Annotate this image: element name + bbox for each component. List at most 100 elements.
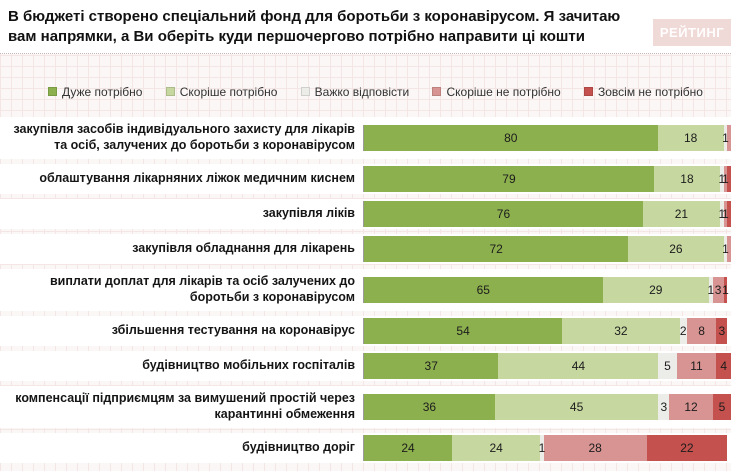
bar-segment: 65 xyxy=(364,276,603,303)
bar-segment: 26 xyxy=(628,235,724,262)
bar-segment: 1 xyxy=(722,235,729,262)
bar-row: закупівля обладнання для лікарень 72 26 1 xyxy=(0,233,731,264)
bar-value: 65 xyxy=(476,282,490,297)
legend-item-2: Скоріше потрібно xyxy=(165,84,278,99)
bar-segment: 24 xyxy=(364,434,453,461)
bar-value: 3 xyxy=(718,323,726,338)
bar-value: 5 xyxy=(718,399,726,414)
row-bars: 76 21 1 1 xyxy=(363,200,731,227)
row-category-label: облаштування лікарняних ліжок медичним к… xyxy=(39,170,355,185)
bar-value: 22 xyxy=(680,440,694,455)
bar-row: облаштування лікарняних ліжок медичним к… xyxy=(0,163,731,194)
bar-segment: 12 xyxy=(669,393,713,420)
bar-row: компенсації підприємцям за вимушений про… xyxy=(0,385,731,428)
row-category-label: збільшення тестування на коронавірус xyxy=(111,322,355,337)
bar-segment: 22 xyxy=(646,434,728,461)
bar-value: 26 xyxy=(669,241,683,256)
legend-label: Важко відповісти xyxy=(314,84,410,99)
bar-segment: 1 xyxy=(722,276,729,303)
bar-value: 21 xyxy=(674,206,689,221)
bar-segment: 36 xyxy=(364,393,495,420)
bar-segment: 72 xyxy=(364,235,629,262)
row-bars: 37 44 5 11 4 xyxy=(363,352,731,379)
bar-segment: 1 xyxy=(722,124,729,151)
bar-row: будівництво доріг 24 24 1 28 22 xyxy=(0,432,731,463)
row-category-label: закупівля ліків xyxy=(262,205,355,220)
bar-value: 1 xyxy=(722,130,729,145)
bar-value: 18 xyxy=(680,171,694,186)
bar-value: 5 xyxy=(664,358,671,373)
bar-segment: 11 xyxy=(676,352,717,379)
row-bars: 72 26 1 xyxy=(363,235,731,262)
legend-swatch-icon xyxy=(165,87,175,97)
legend-label: Зовсім не потрібно xyxy=(598,84,703,99)
bar-segment: 45 xyxy=(494,393,659,420)
rating-group-logo: РЕЙТИНГ xyxy=(653,19,731,46)
bar-value: 1 xyxy=(722,241,729,256)
legend-swatch-icon xyxy=(300,87,310,97)
legend-label: Дуже потрібно xyxy=(62,84,143,99)
page-title: В бюджеті створено спеціальний фонд для … xyxy=(8,8,621,45)
legend: Дуже потрібно Скоріше потрібно Важко відпо… xyxy=(48,84,703,100)
bar-segment: 5 xyxy=(712,393,731,420)
bar-segment: 2 xyxy=(679,317,687,344)
bar-value: 18 xyxy=(683,130,698,145)
bar-value: 24 xyxy=(489,440,503,455)
bar-segment: 79 xyxy=(364,165,654,192)
legend-item-1: Дуже потрібно xyxy=(48,85,142,99)
row-bars: 54 32 2 8 3 xyxy=(363,317,731,344)
bar-segment: 8 xyxy=(686,317,717,344)
bar-value: 4 xyxy=(720,358,728,373)
bar-value: 32 xyxy=(614,323,628,338)
bar-segment: 80 xyxy=(364,124,658,151)
bar-segment: 1 xyxy=(722,200,729,227)
legend-swatch-icon xyxy=(584,87,593,97)
bar-value: 3 xyxy=(660,399,668,414)
bar-value: 24 xyxy=(401,440,415,455)
legend-swatch-icon xyxy=(432,87,442,97)
bar-segment: 24 xyxy=(452,434,541,461)
bar-row: будівництво мобільних госпіталів 37 44 5 11 4 xyxy=(0,350,731,381)
row-bars: 36 45 3 12 5 xyxy=(363,393,731,420)
bar-segment: 29 xyxy=(602,276,709,303)
bar-value: 79 xyxy=(502,171,516,186)
legend-item-4: Скоріше не потрібно xyxy=(432,85,561,99)
bar-value: 1 xyxy=(707,282,715,297)
bar-segment xyxy=(727,165,731,192)
legend-item-5: Зовсім не потрібно xyxy=(584,85,703,99)
bar-segment: 3 xyxy=(712,276,724,303)
bar-value: 76 xyxy=(496,206,511,221)
bar-value: 1 xyxy=(722,206,729,221)
bar-segment: 5 xyxy=(658,352,677,379)
bar-value: 37 xyxy=(424,358,438,373)
bar-value: 36 xyxy=(422,399,437,414)
bar-segment: 1 xyxy=(722,165,729,192)
bar-segment: 1 xyxy=(718,200,726,227)
row-bars: 80 18 1 xyxy=(363,124,731,151)
bar-value: 80 xyxy=(504,130,518,145)
row-category-label: закупівля засобів індивідуального захист… xyxy=(13,121,356,152)
legend-label: Скоріше потрібно xyxy=(179,84,278,99)
bar-segment: 44 xyxy=(498,352,659,379)
row-category-label: закупівля обладнання для лікарень xyxy=(132,240,355,255)
bar-segment xyxy=(727,124,731,151)
bar-value: 44 xyxy=(571,358,586,373)
bar-row: збільшення тестування на коронавірус 54 32… xyxy=(0,315,731,346)
bar-value: 3 xyxy=(714,282,722,297)
bar-segment: 18 xyxy=(653,165,720,192)
bar-value: 8 xyxy=(698,323,705,338)
bar-segment xyxy=(727,200,731,227)
bar-segment: 4 xyxy=(716,352,731,379)
bar-segment: 1 xyxy=(539,434,545,461)
legend-swatch-icon xyxy=(48,87,57,97)
bar-segment: 1 xyxy=(718,165,726,192)
bar-row: закупівля засобів індивідуального захист… xyxy=(0,116,731,159)
row-category-label: будівництво мобільних госпіталів xyxy=(142,357,355,372)
stacked-bar-chart: закупівля засобів індивідуального захист… xyxy=(0,116,731,463)
bar-value: 1 xyxy=(722,171,729,186)
bar-segment: 18 xyxy=(657,124,724,151)
bar-value: 1 xyxy=(718,171,726,186)
bar-value: 1 xyxy=(718,206,726,221)
bar-segment: 76 xyxy=(364,200,643,227)
row-category-label: виплати доплат для лікарів та осіб залуч… xyxy=(49,273,355,304)
